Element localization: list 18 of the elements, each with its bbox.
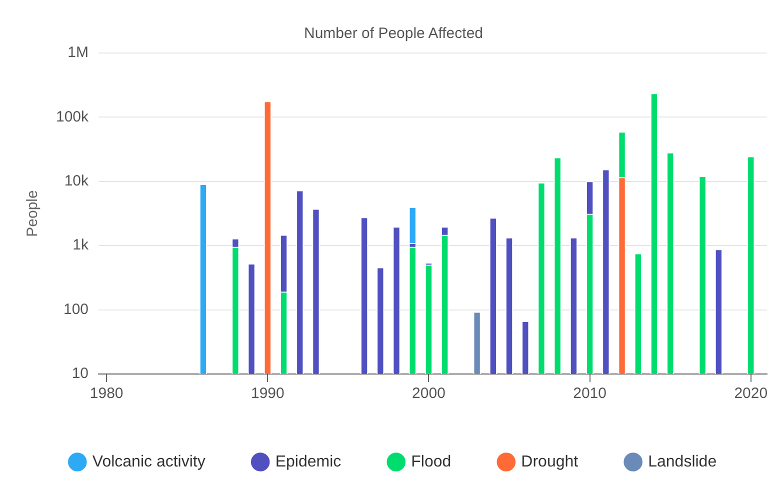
y-tick-label: 100k	[56, 108, 90, 126]
legend-label: Epidemic	[275, 453, 342, 470]
legend-label: Drought	[521, 453, 579, 470]
y-tick-label: 1k	[72, 236, 90, 254]
legend-label: Volcanic activity	[92, 453, 206, 470]
y-tick-label: 1M	[68, 44, 89, 62]
x-tick-label: 1980	[90, 385, 124, 402]
x-tick-label: 2010	[573, 385, 606, 402]
y-tick-label: 10	[72, 365, 89, 382]
y-tick-label: 100	[63, 300, 89, 318]
chart-title: Number of People Affected	[304, 25, 484, 42]
y-axis-title: People	[24, 190, 42, 237]
x-tick-label: 2020	[734, 385, 768, 402]
legend-label: Landslide	[648, 453, 717, 470]
legend-label: Flood	[411, 453, 452, 470]
x-tick-label: 1990	[250, 385, 284, 402]
y-tick-label: 10k	[64, 172, 90, 190]
x-tick-label: 2000	[412, 385, 446, 402]
